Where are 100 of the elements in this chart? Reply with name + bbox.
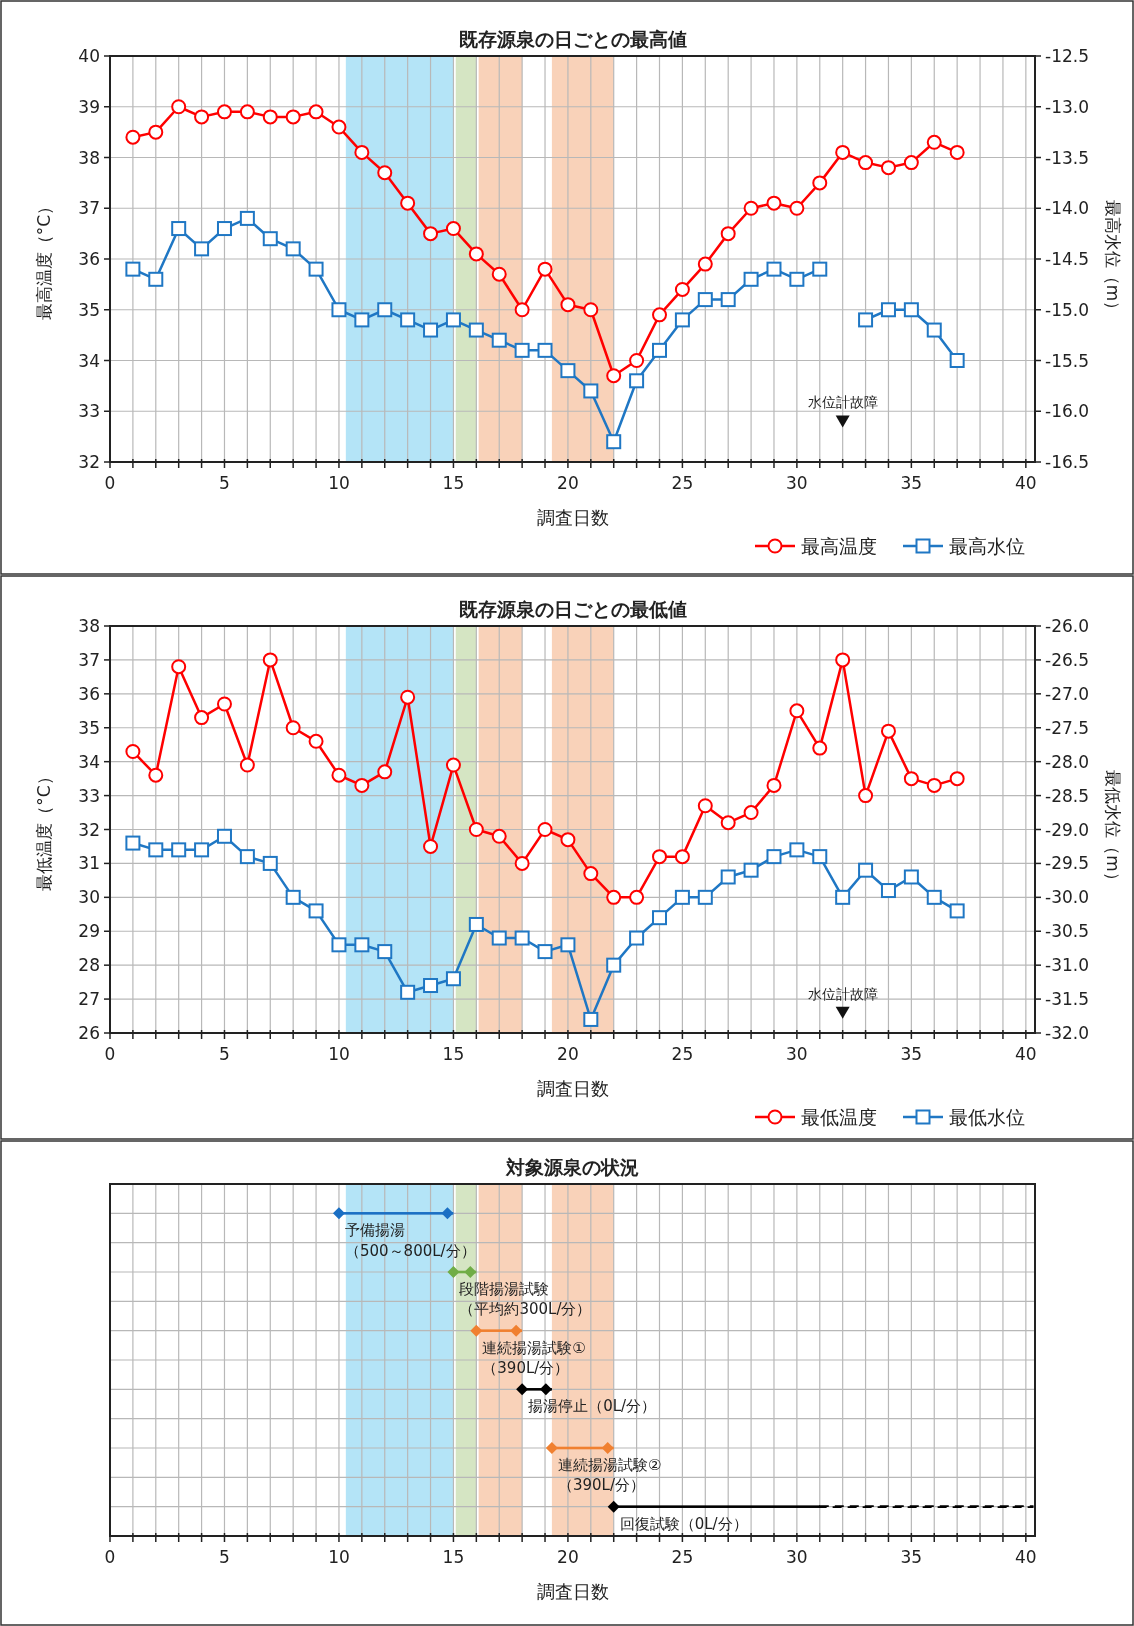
y2-tick-label: -13.0	[1045, 96, 1089, 117]
x-tick-label: 0	[104, 473, 116, 493]
y-tick-label: 28	[78, 955, 100, 976]
point	[262, 231, 278, 247]
point	[720, 815, 736, 831]
point	[949, 353, 965, 368]
point	[537, 822, 553, 837]
annotation: 水位計故障	[807, 394, 878, 411]
y2-tick-label: -15.5	[1045, 350, 1089, 371]
point	[445, 971, 461, 987]
annotation: 連続揚湯試験①（390L/分）	[482, 1338, 586, 1377]
point	[880, 883, 896, 899]
point	[491, 266, 507, 282]
point	[308, 733, 324, 749]
point	[445, 221, 461, 237]
annotation: 予備揚湯（500～800L/分）	[344, 1221, 476, 1260]
y-tick-label: 36	[78, 249, 100, 269]
y2-tick-label: -15.0	[1045, 299, 1089, 320]
x-tick-label: 10	[328, 473, 350, 493]
point	[285, 720, 301, 736]
point	[606, 957, 622, 973]
x-tick-label: 40	[1015, 1044, 1037, 1064]
y-tick-label: 32	[78, 452, 100, 472]
y2-axis-title: 最高水位（m）	[1103, 199, 1123, 319]
x-axis-title: 調査日数	[536, 1581, 609, 1602]
point	[560, 832, 576, 848]
x-tick-label: 30	[786, 1044, 808, 1064]
x-tick-label: 15	[442, 473, 465, 493]
point	[766, 849, 782, 865]
x-tick-label: 25	[671, 1044, 694, 1064]
point	[194, 842, 210, 858]
point	[445, 312, 461, 328]
y2-tick-label: -14.5	[1045, 249, 1089, 269]
x-tick-label: 10	[328, 1547, 350, 1567]
point	[354, 937, 370, 953]
point	[560, 363, 576, 379]
y-tick-label: 29	[78, 921, 100, 942]
point	[629, 930, 645, 946]
x-tick-label: 40	[1015, 1547, 1037, 1567]
point	[377, 944, 393, 960]
y-tick-label: 35	[78, 717, 100, 738]
point	[629, 353, 645, 368]
y2-tick-label: -12.5	[1045, 46, 1089, 66]
x-tick-label: 0	[104, 1547, 116, 1567]
point	[354, 144, 370, 160]
x-tick-label: 15	[442, 1547, 465, 1567]
y-tick-label: 37	[78, 649, 100, 670]
point	[171, 221, 187, 237]
x-axis-title: 調査日数	[536, 1078, 609, 1099]
point	[583, 1011, 599, 1027]
point	[216, 221, 232, 237]
point	[926, 777, 942, 793]
point	[262, 652, 278, 668]
legend-label: 最高温度	[801, 535, 877, 557]
chart-title: 既存源泉の日ごとの最低値	[458, 598, 687, 620]
point	[926, 889, 942, 905]
point	[743, 805, 759, 821]
y2-tick-label: -28.0	[1045, 751, 1089, 772]
chart-title: 対象源泉の状況	[505, 1156, 639, 1178]
point	[674, 281, 690, 297]
y-tick-label: 30	[78, 887, 100, 908]
point	[400, 984, 416, 1000]
point	[354, 777, 370, 793]
y-tick-label: 35	[78, 299, 100, 320]
point	[583, 302, 599, 318]
point	[652, 342, 668, 358]
point	[812, 175, 828, 191]
point	[629, 373, 645, 389]
y2-tick-label: -29.0	[1045, 819, 1089, 840]
point	[858, 788, 874, 804]
x-tick-label: 35	[900, 1044, 923, 1064]
point	[583, 383, 599, 399]
point	[903, 155, 919, 171]
point	[331, 302, 347, 318]
x-tick-label: 30	[786, 1547, 808, 1567]
y-tick-label: 37	[78, 198, 100, 219]
point	[308, 903, 324, 919]
point	[560, 297, 576, 313]
point	[285, 241, 301, 257]
point	[468, 822, 484, 837]
point	[858, 862, 874, 878]
y2-tick-label: -28.5	[1045, 785, 1089, 806]
point	[743, 862, 759, 878]
x-tick-label: 40	[1015, 473, 1037, 493]
y-tick-label: 27	[78, 989, 100, 1010]
point	[239, 849, 255, 865]
point	[743, 271, 759, 287]
point	[880, 160, 896, 176]
point	[812, 261, 828, 277]
point	[331, 119, 347, 135]
y-tick-label: 40	[78, 46, 100, 66]
point	[949, 771, 965, 787]
y2-axis-title: 最低水位（m）	[1103, 770, 1123, 889]
point	[697, 292, 713, 308]
x-tick-label: 20	[557, 473, 579, 493]
x-tick-label: 30	[786, 473, 808, 493]
x-tick-label: 5	[219, 1044, 230, 1064]
point	[674, 849, 690, 865]
point	[445, 757, 461, 773]
x-tick-label: 20	[557, 1044, 579, 1064]
